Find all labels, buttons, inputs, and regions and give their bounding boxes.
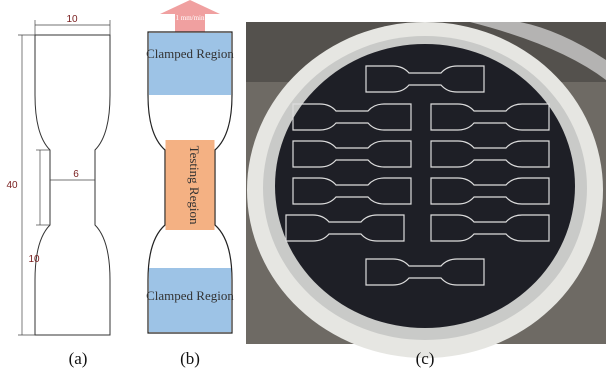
figure: 10 40 6 10 (a) 1 mm/min Clamped Region T… xyxy=(0,0,606,376)
region-label: Testing Region xyxy=(187,146,202,225)
width-label: 10 xyxy=(66,14,78,25)
panel-a: 10 40 6 10 (a) xyxy=(6,14,110,368)
neck-length-label: 10 xyxy=(28,254,40,265)
caption: (b) xyxy=(180,349,200,368)
length-label: 40 xyxy=(6,180,18,191)
caption: (a) xyxy=(69,349,88,368)
neck-width-label: 6 xyxy=(73,169,79,180)
region-label: Clamped Region xyxy=(146,288,234,303)
photo: (c) xyxy=(246,22,606,368)
speed-label: 1 mm/min xyxy=(176,14,205,22)
panel-b: 1 mm/min Clamped Region Testing Region C… xyxy=(146,0,234,368)
clamp-top xyxy=(149,33,231,95)
region-label: Clamped Region xyxy=(146,46,234,61)
caption: (c) xyxy=(416,349,435,368)
